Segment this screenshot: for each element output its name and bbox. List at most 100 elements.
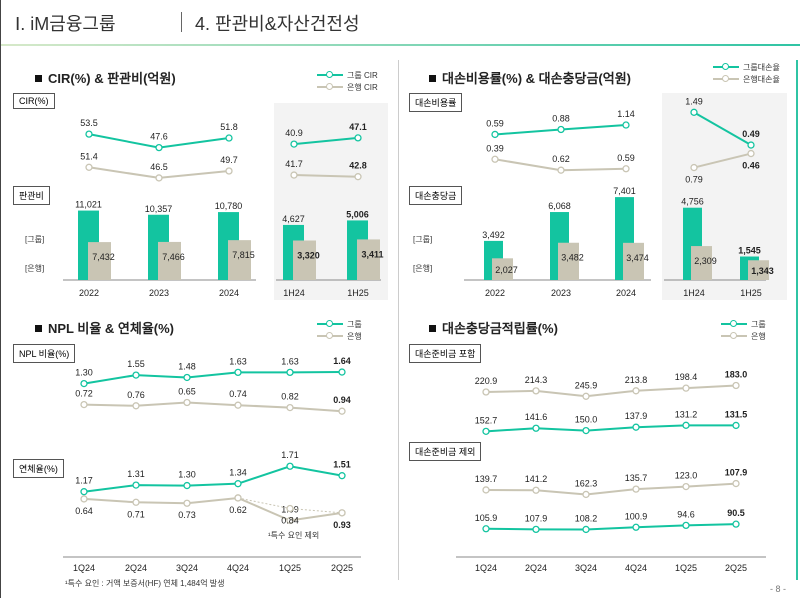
delinquency-box: 연체율(%) — [13, 459, 64, 478]
bar-label: 7,815 — [232, 250, 255, 260]
data-point — [155, 143, 163, 152]
x-tick-label: 2024 — [219, 288, 239, 298]
bar-label: 7,401 — [613, 186, 636, 196]
x-tick-label: 2023 — [149, 288, 169, 298]
data-point — [225, 134, 233, 142]
bar — [623, 242, 644, 280]
bar — [158, 241, 181, 280]
x-tick-label: 2023 — [551, 288, 571, 298]
data-point — [132, 402, 140, 410]
incl-reserve-box: 대손준비금 포함 — [409, 344, 482, 363]
legend-label: 은행 — [347, 331, 362, 341]
series-line — [693, 111, 752, 146]
x-tick-label: 2022 — [485, 288, 505, 298]
data-point — [354, 134, 362, 142]
data-point — [225, 167, 233, 175]
bar — [691, 246, 712, 280]
data-label: 1.51 — [333, 460, 351, 470]
data-point — [732, 520, 740, 528]
npl-box: NPL 비율(%) — [13, 344, 76, 363]
tag-group: [그룹] — [413, 235, 433, 244]
data-label: 0.93 — [333, 520, 351, 530]
data-label: 1.63 — [281, 356, 299, 366]
data-point — [682, 421, 690, 429]
x-tick-label: 4Q24 — [625, 563, 647, 573]
data-label: 214.3 — [525, 375, 548, 385]
data-label: 107.9 — [725, 468, 748, 478]
coverage-title: 대손충당금적립률(%) — [429, 318, 558, 337]
data-point — [532, 387, 540, 395]
legend-label: 그룹 — [751, 319, 766, 329]
legend-group-icon — [317, 71, 343, 78]
data-label: 162.3 — [575, 478, 598, 488]
x-tick-label: 1H25 — [740, 288, 762, 298]
bar-label: 1,343 — [751, 266, 774, 276]
data-point — [622, 121, 630, 129]
data-point — [582, 490, 590, 499]
data-label: 49.7 — [220, 155, 238, 165]
data-point — [582, 392, 590, 400]
tag-bank: [은행] — [413, 264, 433, 273]
data-point — [85, 130, 93, 138]
data-label: 0.62 — [552, 154, 570, 164]
legend-bank-icon — [317, 83, 343, 90]
accent-bar — [796, 60, 798, 580]
data-label: 1.49 — [685, 96, 703, 106]
header: Ⅰ. iM금융그룹 4. 판관비&자산건전성 — [15, 10, 360, 36]
data-point — [732, 381, 740, 390]
data-label: 1.55 — [127, 359, 145, 369]
bar-label: 4,627 — [282, 214, 305, 224]
tag-group: [그룹] — [25, 235, 45, 244]
data-label: 51.8 — [220, 122, 238, 132]
series-line — [83, 401, 343, 413]
bar-label: 1,545 — [738, 246, 761, 256]
page-title: 4. 판관비&자산건전성 — [195, 14, 360, 34]
data-point — [632, 387, 640, 395]
data-label: 1.31 — [127, 469, 145, 479]
x-tick-label: 3Q24 — [575, 563, 597, 573]
bar-label: 6,068 — [548, 201, 571, 211]
npl-title: NPL 비율 & 연체율(%) — [35, 318, 174, 337]
data-label: 0.88 — [552, 113, 570, 123]
bar — [88, 242, 111, 280]
series-line — [293, 174, 359, 178]
data-label: 107.9 — [525, 513, 548, 523]
data-label: 0.59 — [486, 118, 504, 128]
data-label: 108.2 — [575, 513, 598, 523]
data-point — [557, 125, 565, 134]
data-label: 1.14 — [617, 109, 635, 119]
x-tick-label: 1H24 — [283, 288, 305, 298]
legend-label: 은행 CIR — [347, 82, 378, 92]
cir-title: CIR(%) & 판관비(억원) — [35, 68, 176, 87]
legend-label: 은행대손율 — [743, 74, 780, 84]
data-point — [532, 424, 540, 432]
cir-box: CIR(%) — [13, 93, 55, 109]
x-tick-label: 4Q24 — [227, 563, 249, 573]
data-point — [682, 384, 690, 392]
expense-box: 판관비 — [13, 186, 50, 205]
data-point — [632, 423, 640, 431]
provision-box: 대손충당금 — [409, 186, 463, 205]
data-label: 1.30 — [75, 368, 93, 378]
data-label: 131.2 — [675, 409, 698, 419]
data-point — [286, 403, 294, 412]
data-label: 47.1 — [349, 122, 367, 132]
data-label: 47.6 — [150, 132, 168, 142]
data-label: 0.72 — [75, 389, 93, 399]
data-label: 0.65 — [178, 387, 196, 397]
data-point — [234, 494, 242, 502]
data-label: 0.62 — [229, 505, 247, 515]
data-label: 1.71 — [281, 450, 299, 460]
x-tick-label: 2Q24 — [525, 563, 547, 573]
series-line — [83, 371, 343, 385]
x-tick-label: 1H24 — [683, 288, 705, 298]
data-point — [482, 486, 490, 494]
data-point — [286, 504, 294, 513]
x-tick-label: 1Q25 — [279, 563, 301, 573]
data-label: 0.71 — [127, 509, 145, 519]
data-label: 0.74 — [229, 389, 247, 399]
data-point — [682, 521, 690, 530]
data-label: 135.7 — [625, 473, 648, 483]
data-point — [80, 495, 88, 503]
legend-bank-icon — [713, 75, 739, 82]
